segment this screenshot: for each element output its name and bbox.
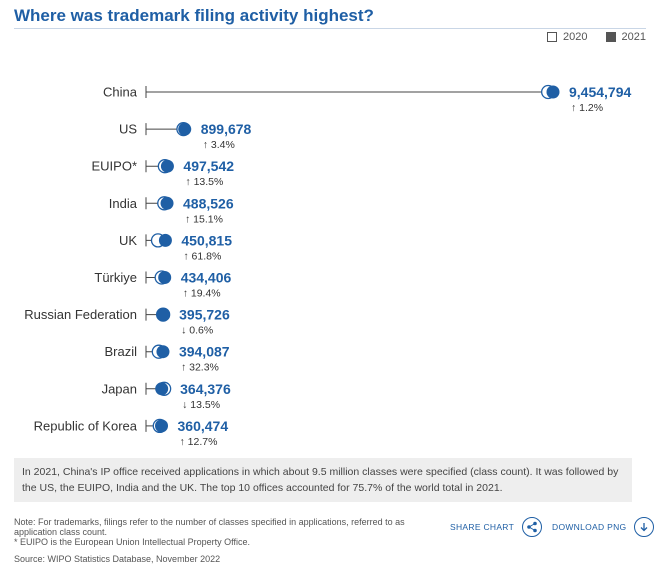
legend-label-2021: 2021 <box>621 31 646 43</box>
growth-label: ↑ 3.4% <box>203 139 235 151</box>
point-2021 <box>178 122 192 136</box>
share-chart-label: SHARE CHART <box>450 522 515 532</box>
title-divider <box>14 28 646 29</box>
growth-label: ↓ 13.5% <box>182 399 220 411</box>
category-label: Russian Federation <box>24 307 137 322</box>
point-2021 <box>160 196 174 210</box>
share-icon <box>522 517 543 537</box>
download-png-button[interactable]: DOWNLOAD PNG <box>552 517 655 537</box>
summary-note: In 2021, China's IP office received appl… <box>14 458 632 502</box>
category-label: EUIPO* <box>91 159 137 174</box>
value-label: 360,474 <box>178 418 229 434</box>
value-label: 497,542 <box>183 158 234 174</box>
dumbbell-chart: China 9,454,794 ↑ 1.2% US 899,678 ↑ 3.4% EUIPO… <box>24 84 631 448</box>
point-2021 <box>155 419 169 433</box>
category-label: Japan <box>102 381 137 396</box>
share-chart-button[interactable]: SHARE CHART <box>450 517 543 537</box>
legend-label-2020: 2020 <box>563 31 588 43</box>
footnote-euipo: * EUIPO is the European Union Intellectu… <box>14 537 250 547</box>
value-label: 450,815 <box>181 232 232 248</box>
value-label: 9,454,794 <box>569 84 631 100</box>
value-label: 488,526 <box>183 195 234 211</box>
category-label: Brazil <box>104 344 137 359</box>
point-2021 <box>158 271 172 284</box>
point-2021 <box>156 308 170 322</box>
value-label: 899,678 <box>201 121 252 137</box>
chart-title: Where was trademark filing activity high… <box>14 6 374 25</box>
growth-label: ↑ 13.5% <box>185 176 223 188</box>
point-2021 <box>156 345 170 359</box>
growth-label: ↑ 19.4% <box>183 288 221 300</box>
growth-label: ↑ 12.7% <box>180 436 218 448</box>
point-2021 <box>160 159 174 173</box>
legend-swatch-2020 <box>547 32 558 42</box>
legend: 2020 2021 <box>547 31 646 43</box>
growth-label: ↑ 61.8% <box>183 250 221 262</box>
category-label: India <box>109 196 138 211</box>
point-2021 <box>155 382 169 396</box>
category-label: Republic of Korea <box>34 418 138 433</box>
value-label: 394,087 <box>179 344 230 360</box>
category-label: China <box>103 85 138 100</box>
download-icon <box>634 517 655 537</box>
category-label: US <box>119 122 137 137</box>
source-line: Source: WIPO Statistics Database, Novemb… <box>14 554 221 564</box>
footnote-class-count: Note: For trademarks, filings refer to t… <box>14 517 405 537</box>
value-label: 434,406 <box>181 270 232 286</box>
download-png-label: DOWNLOAD PNG <box>552 522 627 532</box>
footnotes: Note: For trademarks, filings refer to t… <box>14 517 434 547</box>
legend-swatch-2021 <box>605 32 616 42</box>
category-label: UK <box>119 233 137 248</box>
point-2021 <box>158 233 172 247</box>
category-label: Türkiye <box>94 270 137 285</box>
growth-label: ↑ 1.2% <box>571 102 603 114</box>
growth-label: ↑ 32.3% <box>181 362 219 374</box>
value-label: 395,726 <box>179 307 230 323</box>
point-2021 <box>546 85 560 99</box>
value-label: 364,376 <box>180 381 231 397</box>
growth-label: ↑ 15.1% <box>185 213 223 225</box>
growth-label: ↓ 0.6% <box>181 325 213 337</box>
